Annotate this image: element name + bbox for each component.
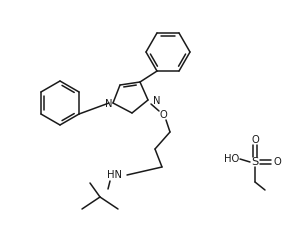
Text: O: O	[273, 157, 281, 167]
Text: N: N	[153, 96, 161, 106]
Text: S: S	[251, 157, 258, 167]
Text: N: N	[105, 99, 113, 109]
Text: O: O	[251, 135, 259, 145]
Text: HN: HN	[107, 170, 122, 180]
Text: O: O	[159, 110, 167, 120]
Text: HO: HO	[224, 154, 240, 164]
